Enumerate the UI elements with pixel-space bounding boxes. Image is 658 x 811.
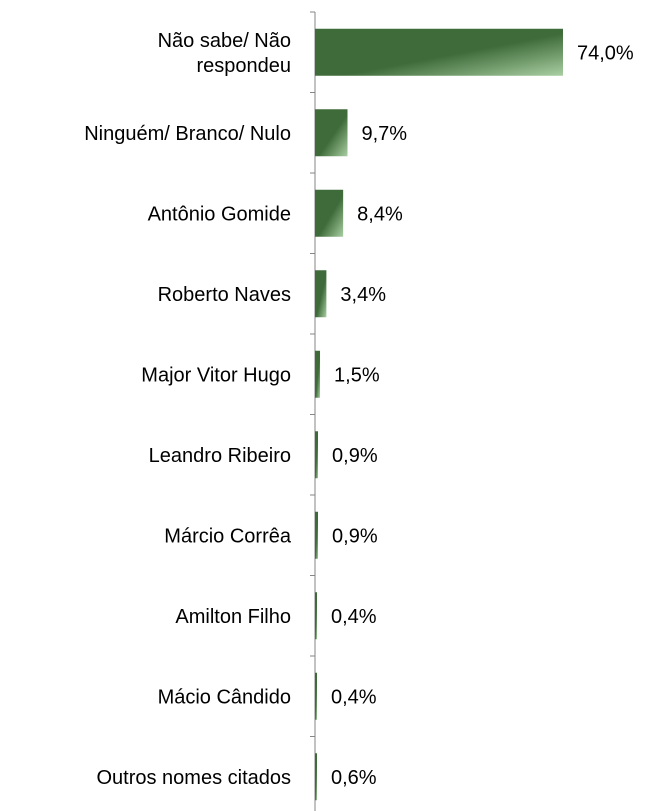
value-label: 74,0% [577, 42, 634, 64]
value-label: 0,9% [332, 445, 378, 467]
bar [315, 672, 317, 720]
value-label: 0,9% [332, 525, 378, 547]
bar [315, 270, 327, 318]
category-label: Amilton Filho [175, 606, 291, 628]
value-label: 0,4% [331, 606, 377, 628]
bar [315, 28, 563, 76]
value-label: 0,4% [331, 686, 377, 708]
value-label: 3,4% [340, 284, 386, 306]
value-label: 1,5% [334, 364, 380, 386]
category-label: Outros nomes citados [96, 767, 291, 789]
bar [315, 350, 321, 398]
value-label: 9,7% [362, 123, 408, 145]
category-label: Major Vitor Hugo [141, 364, 291, 386]
category-label: Antônio Gomide [148, 203, 291, 225]
category-label: Ninguém/ Branco/ Nulo [84, 123, 291, 145]
bar [315, 592, 317, 640]
value-labels: 74,0% 9,7% 8,4% 3,4% 1,5% 0,9% 0,9% 0,4% 0,4% 0,6… [331, 42, 634, 789]
bar [315, 753, 318, 801]
bar [315, 189, 344, 237]
category-label: Não sabe/ Não respondeu [158, 30, 291, 77]
category-label: Leandro Ribeiro [149, 445, 291, 467]
value-label: 8,4% [357, 203, 403, 225]
category-label: Roberto Naves [158, 284, 291, 306]
category-axis [310, 11, 316, 811]
value-label: 0,6% [331, 767, 377, 789]
bar [315, 431, 319, 479]
category-label: Márcio Corrêa [164, 525, 292, 547]
category-labels: Não sabe/ Não respondeu Ninguém/ Branco/ N… [84, 30, 292, 789]
category-label: Mácio Cândido [158, 686, 291, 708]
bars [315, 28, 563, 801]
bar [315, 511, 319, 559]
bar [315, 109, 348, 157]
